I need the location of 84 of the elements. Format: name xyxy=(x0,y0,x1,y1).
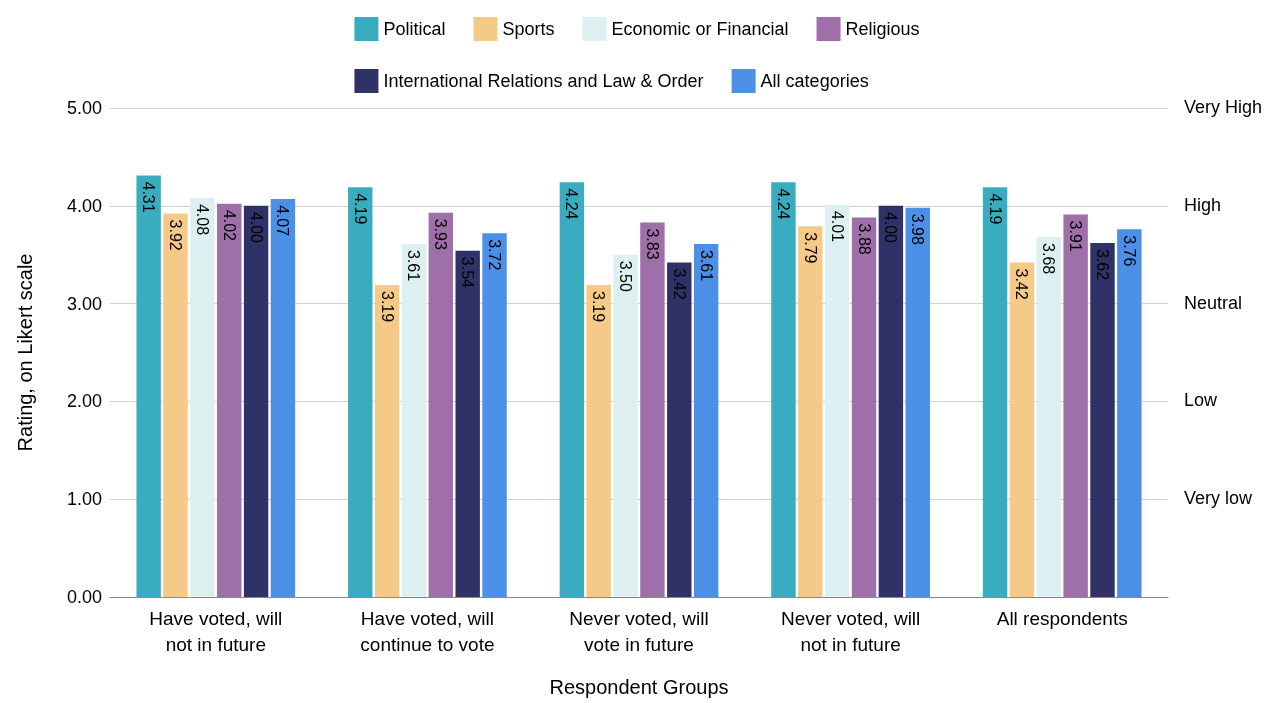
data-label: 4.24 xyxy=(563,188,581,220)
data-label: 3.50 xyxy=(617,260,635,292)
bar xyxy=(374,285,400,597)
bar xyxy=(428,212,454,597)
y-tick-label: 1.00 xyxy=(66,489,102,510)
bar xyxy=(851,217,877,597)
bar xyxy=(613,254,638,597)
data-label: 4.19 xyxy=(986,193,1004,225)
legend-label: Sports xyxy=(502,19,555,39)
data-label: 3.62 xyxy=(1093,248,1111,281)
x-tick-label: Have voted, will continue to vote xyxy=(360,607,495,655)
bar xyxy=(1090,242,1115,597)
bar xyxy=(586,285,611,597)
bar xyxy=(348,187,373,597)
legend-label: International Relations and Law & Order xyxy=(383,71,704,91)
text: Very low xyxy=(1184,488,1254,509)
data-label: 4.00 xyxy=(247,211,265,244)
bar xyxy=(190,197,215,597)
data-label: 3.76 xyxy=(1120,235,1138,267)
bar xyxy=(136,175,161,597)
y-axis-title: Rating, on Likert scale xyxy=(14,253,36,452)
data-label: 3.42 xyxy=(670,268,688,300)
x-tick-label: All respondents xyxy=(996,607,1128,629)
bar xyxy=(1063,214,1088,597)
bar xyxy=(401,243,427,597)
data-label: 3.54 xyxy=(459,256,477,289)
legend-label: Political xyxy=(383,19,446,39)
bar xyxy=(163,213,188,597)
bar xyxy=(270,198,296,597)
y-tick-label: 5.00 xyxy=(66,98,102,118)
bar xyxy=(1009,262,1035,597)
data-label: 3.68 xyxy=(1040,243,1058,275)
data-label: 4.01 xyxy=(828,210,846,243)
bar xyxy=(482,233,507,597)
x-tick-label: Never voted, will vote in future xyxy=(569,607,709,655)
data-label: 3.61 xyxy=(405,249,423,282)
data-label: 3.83 xyxy=(643,228,661,260)
y-tick-label: 0.00 xyxy=(66,587,102,607)
data-label: 3.92 xyxy=(167,219,185,251)
data-label: 3.19 xyxy=(590,291,608,323)
x-tick-label: Never voted, will not in future xyxy=(780,607,921,655)
x-axis-title: Respondent Groups xyxy=(549,676,729,698)
bar xyxy=(667,262,692,597)
bar xyxy=(243,205,269,597)
data-label: 3.79 xyxy=(801,232,819,264)
data-label: 3.19 xyxy=(378,291,396,323)
bar xyxy=(640,222,665,597)
data-label: 4.08 xyxy=(193,203,211,236)
data-label: 3.93 xyxy=(432,218,450,250)
bar xyxy=(982,187,1008,597)
bar xyxy=(1036,237,1061,597)
bar xyxy=(559,182,585,597)
data-label: 4.02 xyxy=(220,209,238,242)
y-tick-label: 2.00 xyxy=(66,391,102,412)
y-tick-label: 3.00 xyxy=(66,293,102,314)
text: Neutral xyxy=(1184,292,1243,313)
legend-label: All categories xyxy=(760,71,869,91)
data-label: 4.24 xyxy=(774,188,792,220)
data-label: 3.61 xyxy=(697,249,715,282)
data-label: 4.31 xyxy=(140,181,158,213)
data-label: 4.19 xyxy=(351,193,369,225)
bar xyxy=(693,243,719,597)
legend-label: Religious xyxy=(845,19,920,39)
x-tick-label: Have voted, will not in future xyxy=(149,607,283,655)
bar xyxy=(455,250,480,597)
bar xyxy=(771,182,796,597)
data-label: 3.98 xyxy=(909,213,927,245)
bar xyxy=(824,204,850,597)
bar xyxy=(217,203,242,597)
text: Low xyxy=(1184,390,1219,411)
legend-label: Economic or Financial xyxy=(611,19,789,39)
bar xyxy=(798,226,823,597)
data-label: 3.88 xyxy=(855,223,873,255)
y-tick-label: 4.00 xyxy=(66,195,102,216)
text: Very High xyxy=(1184,97,1263,117)
bar xyxy=(1117,229,1142,597)
data-label: 4.00 xyxy=(882,211,900,244)
text: High xyxy=(1184,194,1222,215)
data-label: 3.91 xyxy=(1067,220,1085,252)
bar xyxy=(878,205,904,597)
data-label: 3.42 xyxy=(1013,268,1031,300)
bar xyxy=(905,207,930,597)
data-label: 3.72 xyxy=(486,239,504,271)
data-label: 4.07 xyxy=(274,204,292,237)
